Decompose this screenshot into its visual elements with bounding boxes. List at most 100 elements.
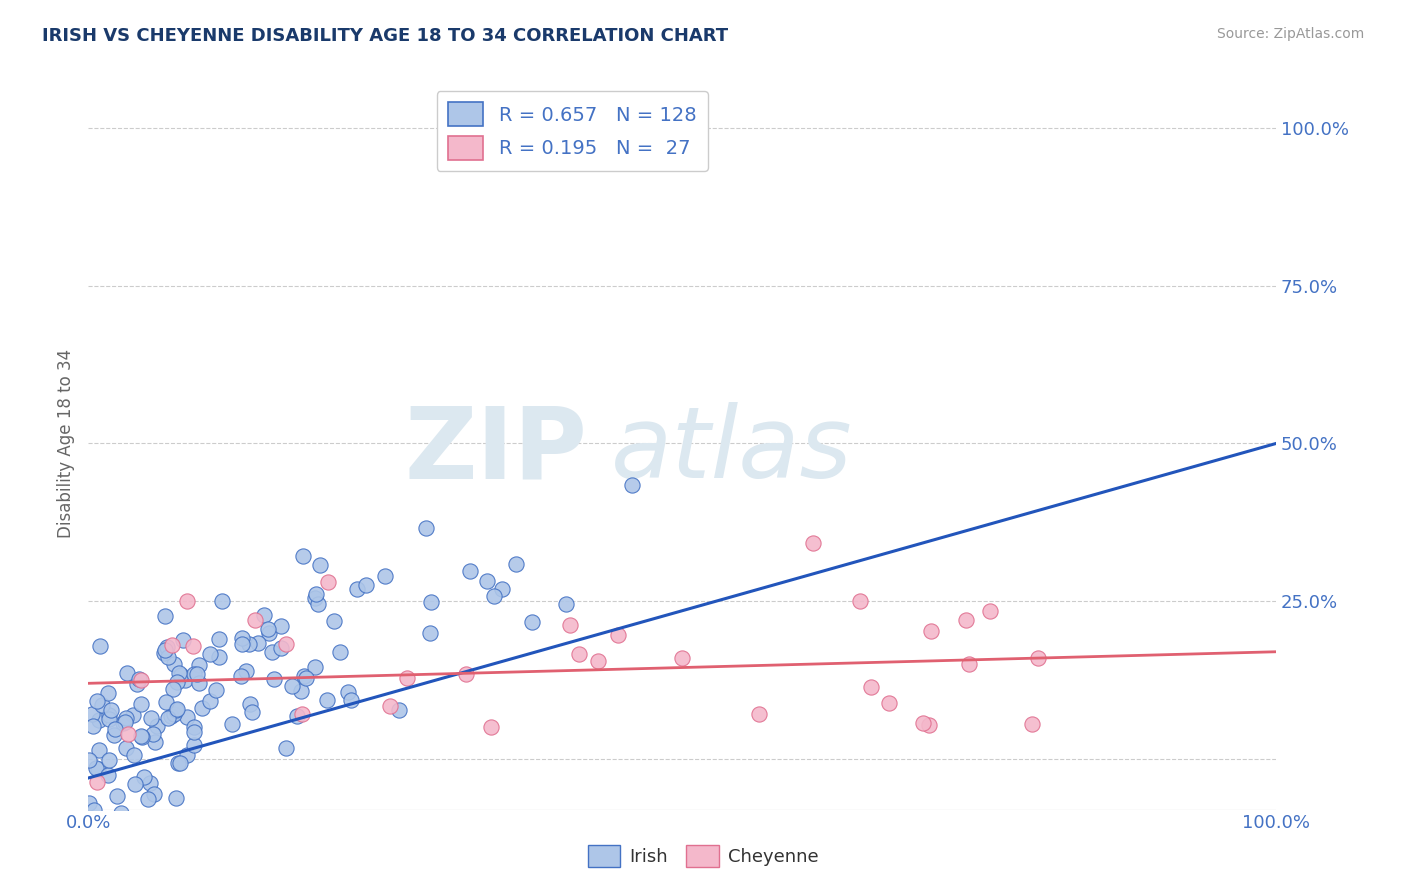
Point	[143, 787, 166, 801]
Point	[183, 667, 205, 681]
Point	[860, 680, 883, 694]
Point	[877, 696, 900, 710]
Point	[173, 673, 195, 687]
Point	[176, 747, 198, 762]
Point	[183, 720, 205, 734]
Point	[163, 657, 186, 671]
Point	[83, 803, 105, 817]
Point	[187, 658, 209, 673]
Point	[568, 647, 591, 661]
Point	[491, 582, 513, 596]
Point	[79, 753, 101, 767]
Point	[263, 672, 285, 686]
Point	[307, 597, 329, 611]
Point	[103, 728, 125, 742]
Point	[134, 770, 156, 784]
Point	[247, 636, 270, 650]
Point	[1028, 651, 1050, 665]
Point	[87, 762, 110, 776]
Point	[294, 671, 316, 685]
Legend: Irish, Cheyenne: Irish, Cheyenne	[581, 838, 825, 874]
Point	[849, 594, 872, 608]
Point	[336, 684, 359, 698]
Point	[124, 777, 146, 791]
Point	[141, 711, 163, 725]
Point	[912, 716, 935, 731]
Point	[276, 740, 298, 755]
Point	[162, 681, 184, 696]
Point	[309, 558, 332, 572]
Point	[374, 569, 396, 583]
Legend: R = 0.657   N = 128, R = 0.195   N =  27: R = 0.657 N = 128, R = 0.195 N = 27	[436, 91, 709, 171]
Point	[86, 694, 108, 708]
Point	[169, 756, 191, 770]
Point	[200, 647, 222, 661]
Point	[558, 617, 581, 632]
Point	[172, 632, 194, 647]
Point	[979, 604, 1001, 618]
Point	[240, 705, 263, 719]
Point	[621, 477, 644, 491]
Point	[586, 654, 609, 668]
Point	[125, 677, 148, 691]
Point	[291, 707, 314, 722]
Point	[163, 707, 186, 722]
Point	[346, 582, 368, 596]
Point	[304, 660, 326, 674]
Point	[124, 747, 146, 762]
Point	[354, 578, 377, 592]
Point	[292, 549, 315, 564]
Text: ZIP: ZIP	[405, 402, 588, 500]
Point	[104, 722, 127, 736]
Point	[190, 701, 212, 715]
Point	[183, 725, 205, 739]
Point	[159, 709, 181, 723]
Point	[153, 643, 176, 657]
Point	[243, 613, 266, 627]
Point	[458, 564, 481, 578]
Point	[110, 806, 132, 821]
Point	[87, 713, 110, 727]
Point	[169, 665, 191, 680]
Point	[153, 646, 176, 660]
Point	[139, 776, 162, 790]
Point	[114, 741, 136, 756]
Point	[316, 692, 339, 706]
Point	[270, 619, 292, 633]
Point	[388, 703, 411, 717]
Point	[160, 639, 183, 653]
Point	[671, 651, 693, 665]
Point	[87, 742, 110, 756]
Point	[156, 711, 179, 725]
Point	[957, 657, 980, 672]
Point	[188, 676, 211, 690]
Point	[229, 669, 252, 683]
Point	[257, 623, 280, 637]
Point	[142, 727, 165, 741]
Point	[115, 666, 138, 681]
Text: Source: ZipAtlas.com: Source: ZipAtlas.com	[1216, 27, 1364, 41]
Point	[918, 718, 941, 732]
Point	[86, 774, 108, 789]
Point	[156, 649, 179, 664]
Point	[186, 667, 208, 681]
Point	[166, 674, 188, 689]
Point	[606, 628, 628, 642]
Point	[155, 640, 177, 654]
Point	[231, 637, 253, 651]
Point	[91, 698, 114, 712]
Point	[129, 729, 152, 743]
Point	[955, 613, 977, 627]
Point	[290, 683, 312, 698]
Point	[318, 575, 340, 590]
Point	[111, 716, 134, 731]
Point	[128, 672, 150, 686]
Point	[97, 753, 120, 767]
Point	[396, 671, 419, 685]
Point	[143, 735, 166, 749]
Point	[304, 587, 326, 601]
Point	[281, 679, 304, 693]
Point	[304, 591, 326, 606]
Point	[520, 615, 543, 630]
Point	[77, 797, 100, 811]
